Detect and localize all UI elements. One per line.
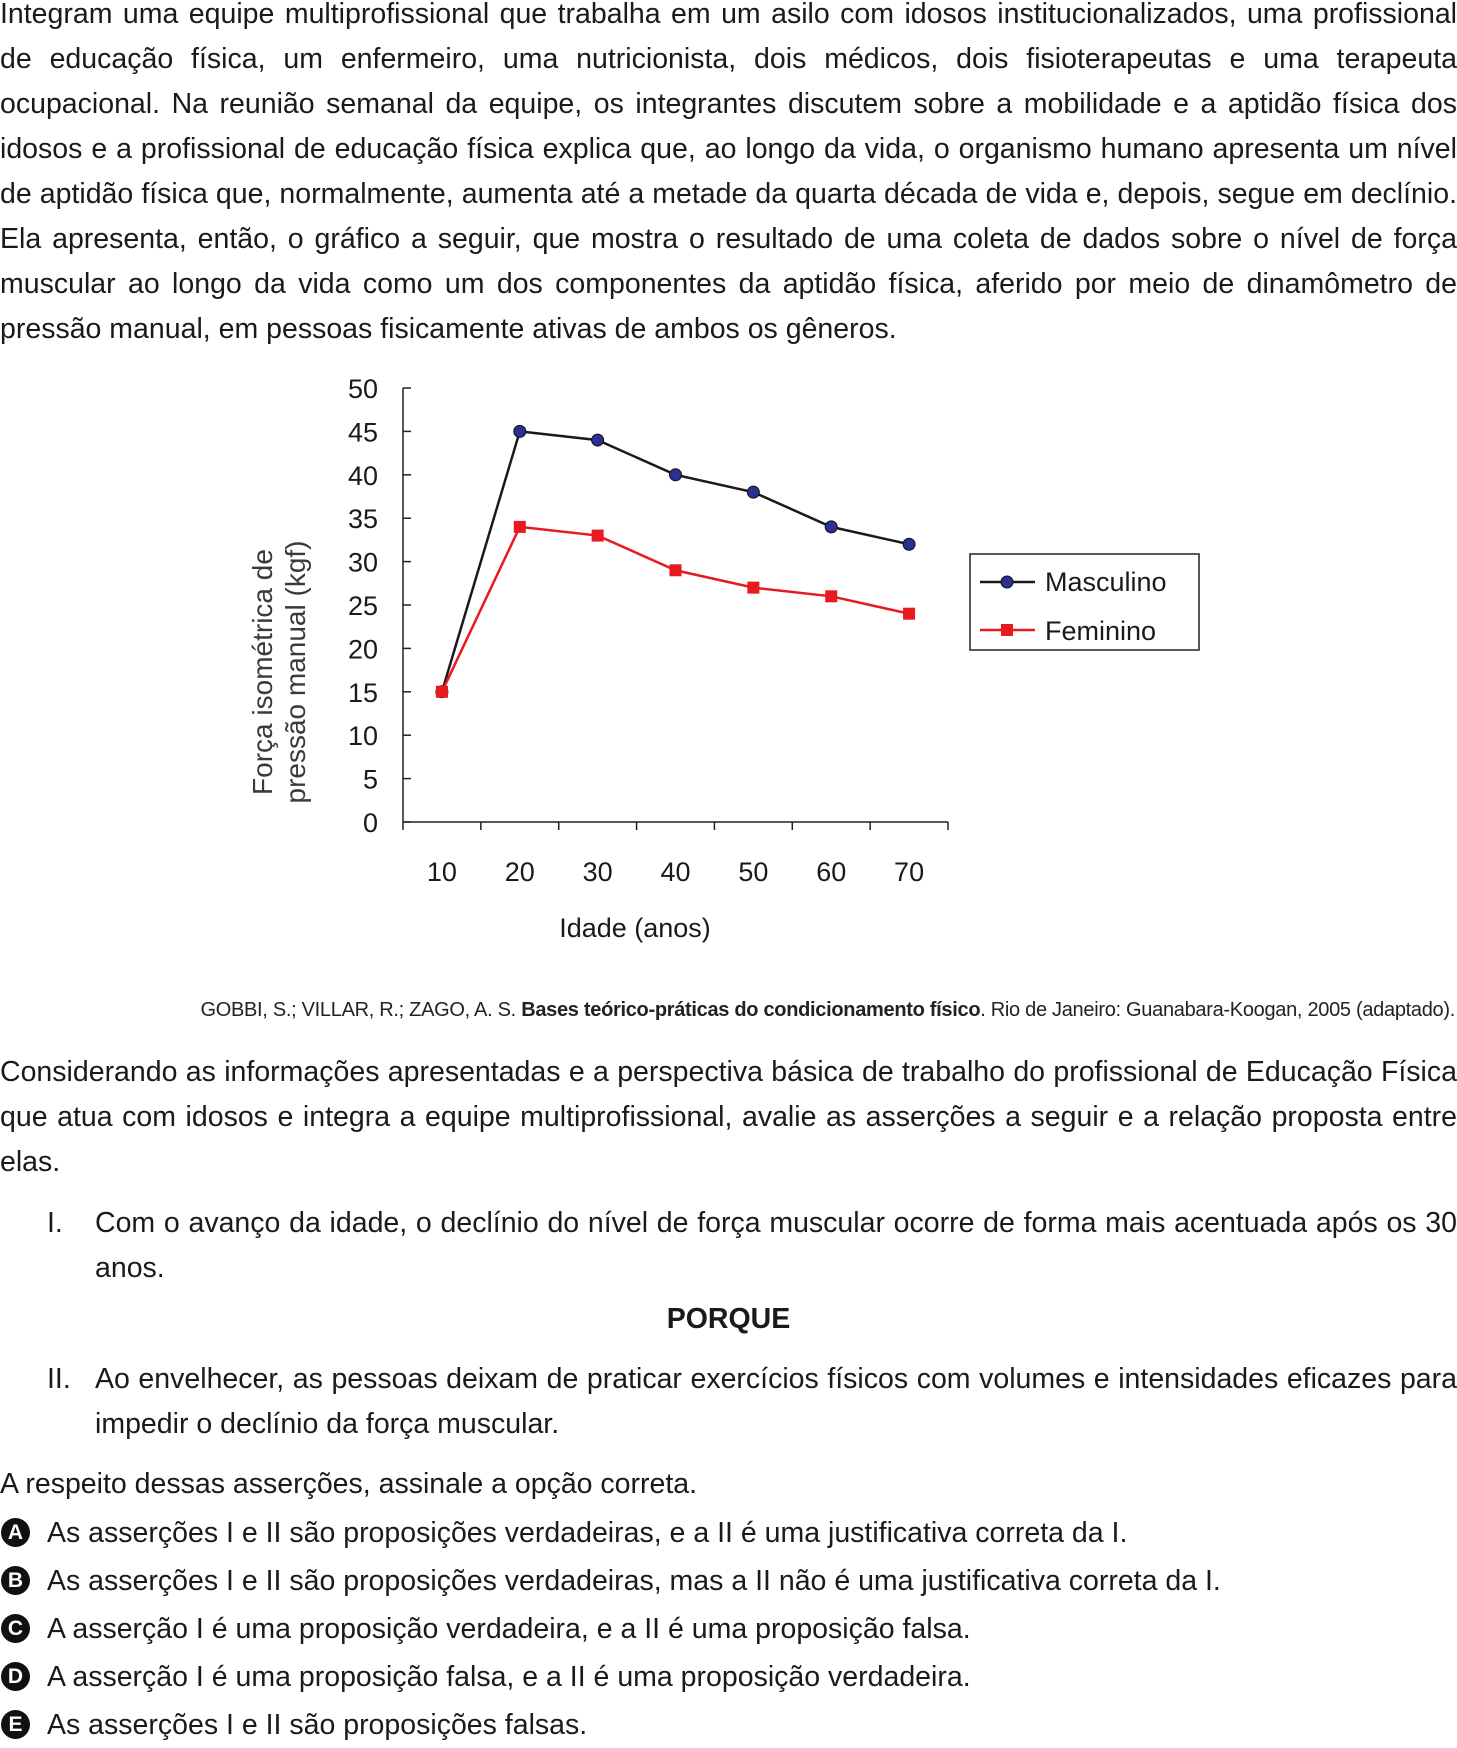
y-tick-label: 45: [348, 417, 378, 447]
y-axis-label-line2: pressão manual (kgf): [280, 540, 311, 803]
x-tick-label: 70: [894, 857, 924, 887]
option-text: As asserções I e II são proposições verd…: [47, 1565, 1221, 1597]
point-masculino: [669, 468, 682, 482]
point-masculino: [591, 433, 605, 447]
chart-axes: [402, 387, 949, 830]
option-a[interactable]: A As asserções I e II são proposições ve…: [0, 1510, 1457, 1556]
assertion-text: Com o avanço da idade, o declínio do nív…: [95, 1207, 1457, 1284]
y-tick-label: 50: [348, 374, 378, 404]
y-tick-label: 40: [348, 461, 378, 491]
option-b[interactable]: B As asserções I e II são proposições ve…: [0, 1558, 1457, 1604]
option-text: As asserções I e II são proposições verd…: [47, 1517, 1128, 1549]
assertion-number: I.: [47, 1207, 63, 1239]
legend-label-feminino: Feminino: [1045, 616, 1156, 646]
point-feminino: [435, 685, 448, 698]
consider-paragraph: Considerando as informações apresentadas…: [0, 1056, 1457, 1178]
point-feminino: [903, 607, 916, 620]
y-tick-label: 20: [348, 634, 378, 664]
option-letter-badge: E: [1, 1710, 30, 1739]
legend-marker-masculino: [1000, 575, 1014, 589]
legend-label-masculino: Masculino: [1045, 567, 1167, 597]
point-masculino: [902, 537, 916, 551]
strength-chart: 0 5 10 15 20 25 30 35 40 45 50 10 20 30 40 50 60 70 Forç…: [247, 374, 1200, 943]
option-text: As asserções I e II são proposições fals…: [47, 1709, 588, 1741]
option-text: A asserção I é uma proposição verdadeira…: [47, 1613, 971, 1645]
x-tick-labels: 10 20 30 40 50 60 70: [427, 857, 924, 887]
option-e[interactable]: E As asserções I e II são proposições fa…: [0, 1702, 1457, 1748]
y-tick-label: 5: [363, 765, 378, 795]
y-tick-label: 15: [348, 678, 378, 708]
point-masculino: [513, 424, 527, 438]
x-tick-label: 10: [427, 857, 457, 887]
option-letter-badge: C: [1, 1614, 30, 1643]
point-masculino: [746, 485, 760, 499]
series-line-feminino: [440, 525, 910, 693]
option-c[interactable]: C A asserção I é uma proposição verdadei…: [0, 1606, 1457, 1652]
point-feminino: [825, 590, 838, 603]
connector-porque: PORQUE: [666, 1303, 791, 1335]
x-axis-label: Idade (anos): [559, 913, 711, 943]
source-authors: GOBBI, S.; VILLAR, R.; ZAGO, A. S.: [200, 999, 516, 1021]
intro-paragraph: Integram uma equipe multiprofissional qu…: [0, 0, 1457, 345]
x-tick-label: 30: [583, 857, 613, 887]
option-d[interactable]: D A asserção I é uma proposição falsa, e…: [0, 1654, 1457, 1700]
x-tick-label: 50: [738, 857, 768, 887]
legend: Masculino Feminino: [969, 553, 1200, 651]
legend-marker-feminino: [1001, 624, 1013, 636]
point-feminino: [513, 520, 526, 533]
x-tick-label: 60: [816, 857, 846, 887]
point-feminino: [591, 529, 604, 542]
option-letter-badge: D: [1, 1662, 30, 1691]
y-tick-label: 0: [363, 808, 378, 838]
y-axis-label-line1: Força isométrica de: [247, 549, 278, 795]
source-publisher: . Rio de Janeiro: Guanabara-Koogan, 2005…: [980, 999, 1455, 1021]
y-tick-label: 25: [348, 591, 378, 621]
point-feminino: [747, 581, 760, 594]
assertion-number: II.: [47, 1363, 71, 1395]
point-masculino: [824, 520, 838, 534]
y-tick-label: 35: [348, 504, 378, 534]
assertion-text: Ao envelhecer, as pessoas deixam de prat…: [95, 1363, 1457, 1440]
y-tick-label: 10: [348, 721, 378, 751]
source-title: Bases teórico-práticas do condicionament…: [521, 999, 981, 1021]
x-tick-label: 40: [660, 857, 690, 887]
y-tick-labels: 0 5 10 15 20 25 30 35 40 45 50: [348, 374, 378, 838]
option-letter-badge: B: [1, 1566, 30, 1595]
question-prompt: A respeito dessas asserções, assinale a …: [0, 1468, 698, 1500]
chart-series: [435, 424, 916, 699]
option-letter-badge: A: [1, 1518, 30, 1547]
point-feminino: [669, 564, 682, 577]
source-citation: GOBBI, S.; VILLAR, R.; ZAGO, A. S. Bases…: [200, 999, 1455, 1022]
x-tick-label: 20: [505, 857, 535, 887]
option-text: A asserção I é uma proposição falsa, e a…: [47, 1661, 971, 1693]
y-tick-label: 30: [348, 548, 378, 578]
